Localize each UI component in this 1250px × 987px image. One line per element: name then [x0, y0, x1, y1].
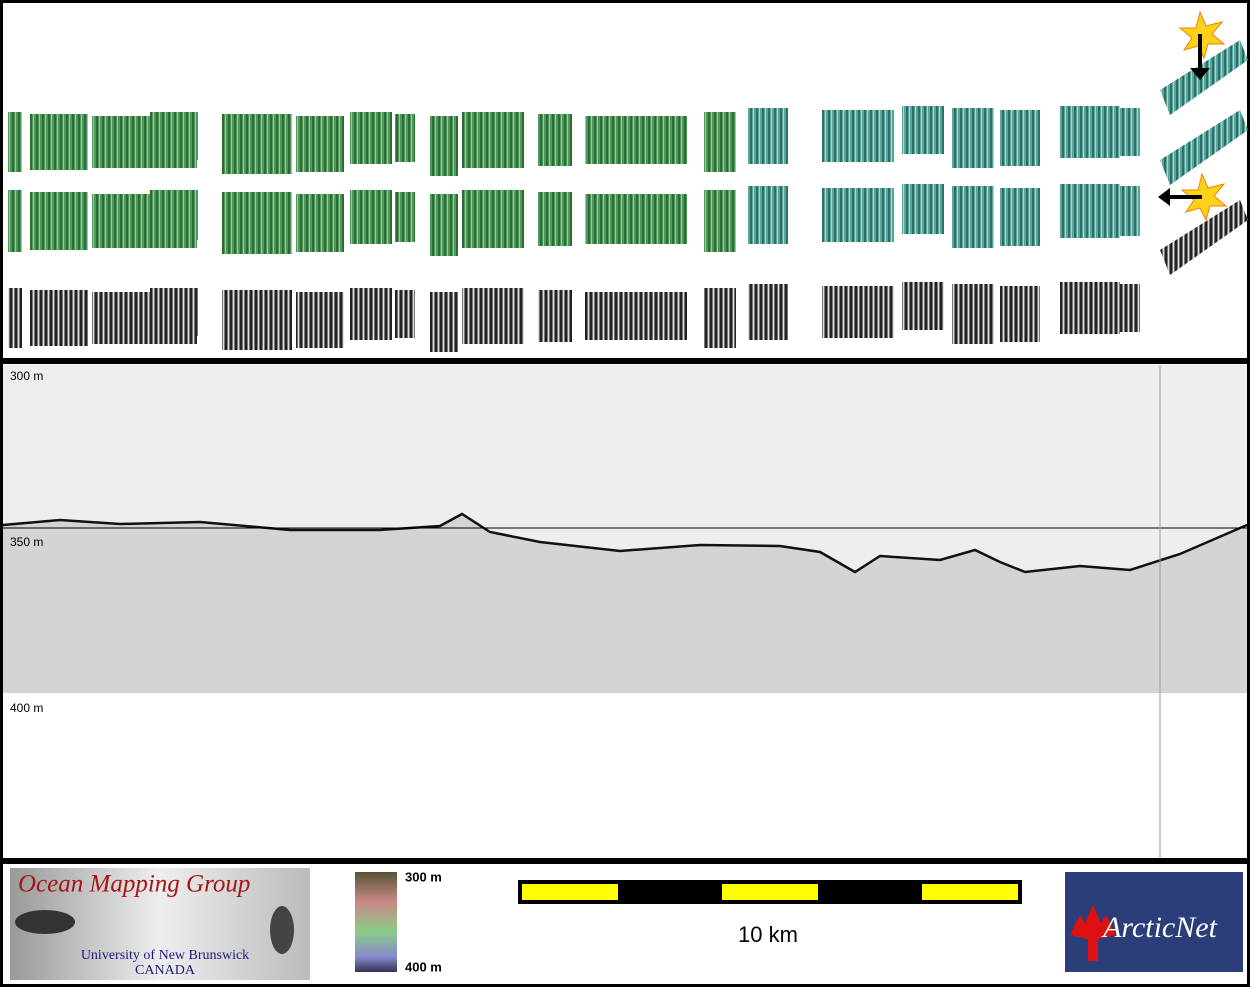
swath-patch — [704, 190, 736, 252]
swath-patch — [30, 114, 88, 170]
swath-patch — [1060, 282, 1120, 334]
swath-patch — [952, 284, 994, 344]
star — [1180, 172, 1228, 222]
maple-leaf — [1070, 905, 1116, 961]
scale-segment — [922, 884, 1018, 900]
swath-patch — [1060, 184, 1120, 238]
swath-patch — [430, 292, 458, 352]
seafloor-trace — [2, 512, 1248, 574]
swath-patch — [822, 188, 894, 242]
swath-patch — [395, 192, 415, 242]
swath-patch — [822, 110, 894, 162]
swath-group — [8, 40, 1248, 352]
swath-patch — [538, 192, 572, 246]
swath-patch — [902, 184, 944, 234]
swath-patch — [8, 190, 22, 252]
swath-patch — [704, 112, 736, 172]
swath-patch — [952, 186, 994, 248]
swath-patch — [8, 288, 22, 348]
swath-patch — [1160, 200, 1248, 275]
swath-patch — [222, 192, 292, 254]
swath-patch — [748, 284, 788, 340]
swath-patch — [902, 282, 944, 330]
swath-patch — [462, 288, 524, 344]
arrow-head — [1190, 68, 1210, 80]
swath-patch — [822, 286, 894, 338]
depth-label: 400 m — [10, 701, 43, 715]
swath-patch — [1000, 110, 1040, 166]
scale-segment — [722, 884, 818, 900]
arcticnet-label: ArcticNet — [1101, 911, 1218, 944]
swath-patch — [748, 186, 788, 244]
swath-patch — [538, 290, 572, 342]
depth-label: 350 m — [10, 535, 43, 549]
colorbar-label: 400 m — [405, 959, 442, 974]
scale-segment — [522, 884, 618, 900]
swath-patch — [30, 290, 88, 346]
colorbar-label: 300 m — [405, 869, 442, 884]
swath-patch — [222, 114, 292, 174]
swath-patch — [395, 290, 415, 338]
logo-title: Ocean Mapping Group — [18, 871, 250, 898]
swath-patch — [902, 106, 944, 154]
swath-patch — [150, 190, 198, 240]
logo-text: University of New Brunswick — [81, 948, 249, 963]
swath-patch — [296, 292, 344, 348]
swath-patch — [585, 116, 687, 164]
swath-patch — [1120, 284, 1140, 332]
swath-patch — [222, 290, 292, 350]
arrow-head — [1158, 188, 1170, 206]
logo-ship — [15, 910, 75, 934]
scale-label: 10 km — [738, 922, 798, 947]
sediment — [3, 514, 1247, 693]
swath-patch — [538, 114, 572, 166]
swath-patch — [1120, 108, 1140, 156]
swath-patch — [952, 108, 994, 168]
swath-patch — [704, 288, 736, 348]
swath-patch — [1160, 40, 1248, 115]
logo-ship — [270, 906, 294, 954]
swath-patch — [462, 112, 524, 168]
swath-patch — [30, 192, 88, 250]
swath-patch — [350, 190, 392, 244]
swath-patch — [296, 194, 344, 252]
swath-patch — [150, 112, 198, 160]
swath-patch — [585, 292, 687, 340]
swath-patch — [430, 194, 458, 256]
logo-text: CANADA — [135, 963, 196, 978]
swath-patch — [296, 116, 344, 172]
colorbar — [355, 872, 397, 972]
swath-patch — [462, 190, 524, 248]
swath-patch — [430, 116, 458, 176]
swath-patch — [1120, 186, 1140, 236]
swath-patch — [395, 114, 415, 162]
swath-patch — [1000, 188, 1040, 246]
swath-patch — [1000, 286, 1040, 342]
swath-patch — [1060, 106, 1120, 158]
swath-patch — [585, 194, 687, 244]
swath-patch — [350, 288, 392, 340]
swath-patch — [150, 288, 198, 336]
markers — [1158, 10, 1228, 222]
swath-patch — [748, 108, 788, 164]
swath-patch — [1160, 110, 1248, 185]
swath-patch — [350, 112, 392, 164]
depth-label: 300 m — [10, 369, 43, 383]
swath-patch — [8, 112, 22, 172]
